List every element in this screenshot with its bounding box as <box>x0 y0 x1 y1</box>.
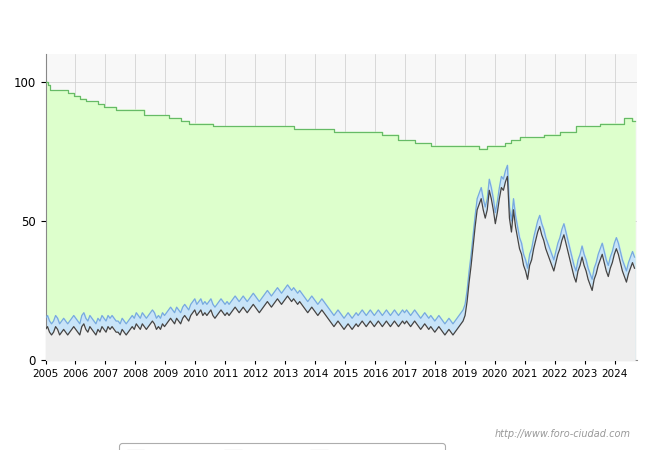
Legend: Ocupados, Parados, Hab. entre 16-64: Ocupados, Parados, Hab. entre 16-64 <box>120 443 445 450</box>
Text: http://www.foro-ciudad.com: http://www.foro-ciudad.com <box>495 429 630 439</box>
Text: Aín - Evolucion de la poblacion en edad de Trabajar Septiembre de 2024: Aín - Evolucion de la poblacion en edad … <box>42 16 608 31</box>
